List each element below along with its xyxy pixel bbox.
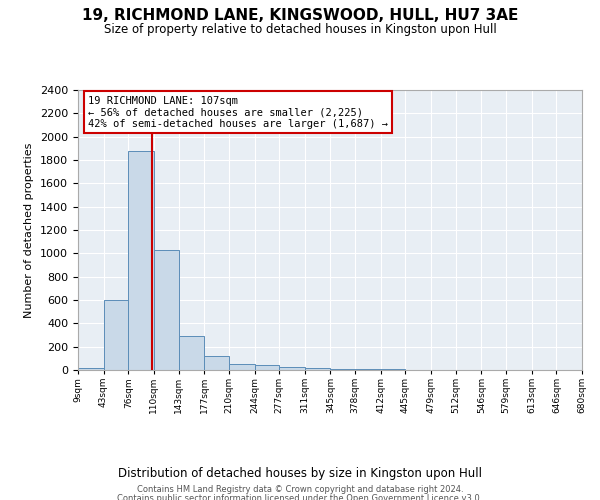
Bar <box>305 368 331 370</box>
Text: 19 RICHMOND LANE: 107sqm
← 56% of detached houses are smaller (2,225)
42% of sem: 19 RICHMOND LANE: 107sqm ← 56% of detach… <box>88 96 388 129</box>
Text: 19, RICHMOND LANE, KINGSWOOD, HULL, HU7 3AE: 19, RICHMOND LANE, KINGSWOOD, HULL, HU7 … <box>82 8 518 22</box>
Text: Contains HM Land Registry data © Crown copyright and database right 2024.: Contains HM Land Registry data © Crown c… <box>137 485 463 494</box>
Bar <box>128 150 154 370</box>
Bar <box>229 364 254 370</box>
Text: Contains public sector information licensed under the Open Government Licence v3: Contains public sector information licen… <box>118 494 482 500</box>
Bar <box>78 368 104 370</box>
Bar <box>254 366 279 370</box>
Bar <box>279 367 305 370</box>
Bar <box>179 336 204 370</box>
Bar <box>154 250 179 370</box>
Text: Distribution of detached houses by size in Kingston upon Hull: Distribution of detached houses by size … <box>118 468 482 480</box>
Text: Size of property relative to detached houses in Kingston upon Hull: Size of property relative to detached ho… <box>104 22 496 36</box>
Bar <box>104 300 128 370</box>
Y-axis label: Number of detached properties: Number of detached properties <box>25 142 34 318</box>
Bar <box>204 356 229 370</box>
